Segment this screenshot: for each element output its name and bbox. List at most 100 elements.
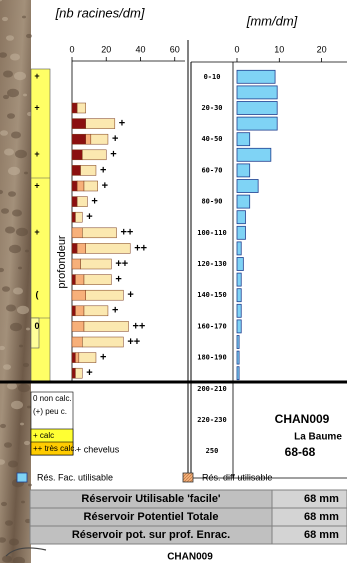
root-annotation: + <box>86 367 92 379</box>
rock-spot <box>7 88 19 98</box>
rock-spot <box>3 70 13 78</box>
table-value: 68 mm <box>304 529 339 541</box>
root-bar <box>71 180 78 192</box>
root-bar <box>71 118 86 129</box>
root-annotation: + <box>112 305 118 317</box>
rock-spot <box>23 93 27 97</box>
left-axis-unit: [nb racines/dm] <box>55 5 145 20</box>
root-bar <box>71 367 76 379</box>
right-axis-unit: [mm/dm] <box>246 13 298 28</box>
rock-spot <box>17 305 29 315</box>
rock-spot <box>4 148 14 156</box>
rock-spot <box>0 267 4 273</box>
rock-spot <box>27 405 31 409</box>
depth-label: 140-150 <box>197 291 227 299</box>
root-bar <box>71 274 76 285</box>
legend-label: Rés. Fac. utilisable <box>37 472 113 482</box>
reserve-bar <box>236 257 244 271</box>
root-bar <box>78 352 97 363</box>
depth-label: 220-230 <box>197 416 227 424</box>
rock-spot <box>2 286 10 292</box>
rock-spot <box>0 459 5 465</box>
root-bar <box>71 149 83 161</box>
rock-spot <box>21 500 25 504</box>
x-tick-label: 0 <box>69 44 74 54</box>
rock-spot <box>18 383 30 393</box>
rock-spot <box>24 440 30 446</box>
root-annotation: + <box>112 133 118 145</box>
footer-code: CHAN009 <box>167 552 213 563</box>
horizon-box <box>30 317 40 349</box>
root-bar <box>76 196 88 207</box>
site-name: La Baume <box>294 432 342 443</box>
root-bar <box>82 149 107 161</box>
root-bar <box>71 352 76 363</box>
rock-spot <box>1 208 9 214</box>
rock-spot <box>10 53 20 61</box>
reserve-bar <box>236 179 259 193</box>
root-bar <box>71 211 76 223</box>
x-tick-label: 10 <box>274 44 284 54</box>
root-bar <box>85 289 124 301</box>
rock-spot <box>14 71 26 81</box>
reserve-bar <box>236 194 251 209</box>
reserve-bar <box>236 319 242 334</box>
depth-label: 60-70 <box>201 166 222 174</box>
root-bar <box>71 133 86 145</box>
reserve-bar <box>236 132 251 147</box>
rock-spot <box>13 556 25 563</box>
rock-spot <box>8 460 18 468</box>
depth-label: 40-50 <box>201 135 222 143</box>
root-annotation: + <box>100 352 106 364</box>
rock-spot <box>20 422 24 426</box>
horizon-symbol: + <box>34 71 39 81</box>
rock-spot <box>13 287 23 295</box>
root-annotation: + <box>100 164 106 176</box>
rock-spot <box>18 266 22 270</box>
rock-spot <box>15 149 27 159</box>
depth-label: 200-210 <box>197 385 227 393</box>
rock-spot <box>26 33 32 39</box>
root-bar <box>75 274 85 285</box>
reserve-bar <box>236 288 242 303</box>
rock-spot <box>6 35 14 41</box>
root-annotation: + <box>102 180 108 192</box>
rock-spot <box>5 226 15 234</box>
reserve-bar <box>236 350 240 365</box>
depth-label: 250 <box>206 447 219 455</box>
table-label: Réservoir Potentiel Totale <box>84 511 219 523</box>
root-bar <box>85 133 92 145</box>
root-bar <box>71 196 78 207</box>
legend-swatch <box>16 472 28 483</box>
rock-spot <box>7 113 15 119</box>
root-bar <box>71 289 86 301</box>
depth-label: 100-110 <box>197 229 227 237</box>
horizon-symbol: ( <box>36 290 39 300</box>
reserve-bar <box>236 335 240 349</box>
root-annotation: + <box>115 274 121 286</box>
root-annotation: ++ <box>133 320 146 332</box>
rock-spot <box>28 483 32 487</box>
root-annotation: ++ <box>115 258 128 270</box>
root-annotation: + <box>86 211 92 223</box>
horizon-symbol: + <box>34 227 39 237</box>
rock-spot <box>22 15 26 19</box>
root-bar <box>80 165 97 176</box>
rock-spot <box>24 171 28 175</box>
reservoir-table: Réservoir Utilisable 'facile' 68 mm Réserv… <box>29 489 347 545</box>
rock-spot <box>0 52 7 58</box>
depth-label: 180-190 <box>197 354 227 362</box>
rock-spot <box>0 537 6 543</box>
rock-spot <box>6 304 16 312</box>
depth-label: 80-90 <box>201 198 222 206</box>
horizon-symbol: 0 <box>34 321 39 331</box>
root-bar <box>71 336 83 348</box>
profile-legend-item: 0 non calc. <box>33 394 72 403</box>
root-annotation: ++ <box>127 336 140 348</box>
reserve-bar <box>236 241 242 256</box>
root-bar <box>76 102 86 114</box>
rock-spot <box>26 327 30 331</box>
depth-label: 0-10 <box>204 73 221 81</box>
reserve-bar <box>236 116 278 131</box>
legend-swatch <box>182 472 194 483</box>
